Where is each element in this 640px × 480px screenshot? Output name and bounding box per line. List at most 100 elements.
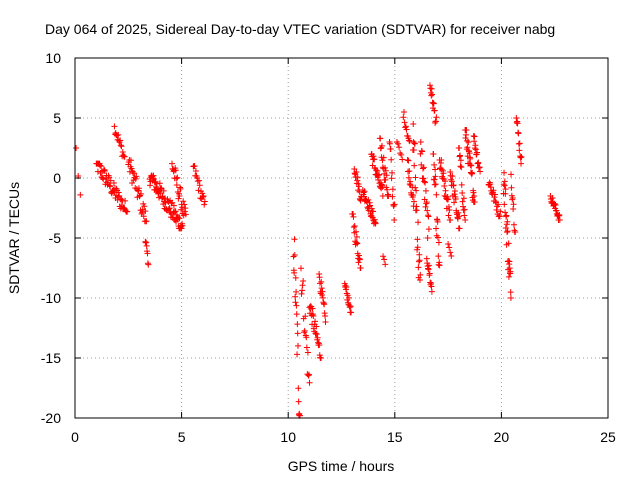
data-point [367,202,374,209]
data-point [192,168,199,174]
data-point [402,123,409,130]
data-point [501,201,508,208]
data-point [413,187,420,194]
data-point [497,208,504,215]
data-point [292,293,299,300]
data-point [398,151,405,158]
data-point [507,268,514,275]
data-point [160,187,167,194]
data-point [506,258,513,265]
data-point [180,198,187,205]
data-point [143,218,150,225]
data-point [301,327,308,334]
data-point [510,221,517,228]
data-point [316,342,323,349]
data-point [496,213,503,220]
data-point [431,181,438,188]
data-point [197,195,204,202]
data-point [166,205,173,212]
data-point [115,131,122,138]
data-point [316,274,323,281]
data-point [181,208,188,215]
data-point [98,163,105,170]
data-point [490,187,497,194]
data-point [458,181,465,188]
data-point [471,193,478,200]
data-point [406,138,413,145]
data-point [470,189,477,196]
data-point [503,221,510,228]
data-point [416,257,423,264]
data-point [111,123,118,130]
data-point [201,198,208,205]
data-point [451,199,458,206]
data-point [119,148,126,155]
data-point [410,121,417,127]
data-point [442,178,449,185]
data-point [346,304,353,311]
data-point [140,213,147,220]
data-point [77,191,84,198]
data-point [477,168,484,175]
data-point [107,183,114,190]
data-point [322,312,329,319]
data-point [422,203,429,210]
data-point [156,194,163,201]
data-point [118,143,125,150]
data-point [518,160,525,167]
data-point [467,162,474,169]
data-point [462,217,469,223]
data-point [135,185,142,192]
data-point [386,140,393,147]
data-point [304,349,311,356]
data-point [371,156,378,163]
data-point [434,234,441,241]
data-point [115,189,122,196]
data-point [469,169,476,176]
data-point [106,174,113,181]
data-point [440,170,447,177]
data-point [361,188,368,195]
data-point [441,182,448,189]
data-point [351,222,358,229]
data-point [431,107,438,114]
data-point [456,225,463,232]
data-point [516,140,523,147]
data-point [297,265,304,272]
data-point [175,195,182,202]
data-point [355,259,362,266]
data-point [504,229,511,236]
data-point [437,165,444,172]
data-point [200,193,207,200]
data-point [442,187,449,194]
x-tick-label: 20 [494,429,510,445]
data-point [435,239,442,246]
data-point [505,273,512,280]
data-point [518,154,525,161]
data-point [380,154,387,161]
data-point [491,194,498,201]
data-point [301,329,308,336]
data-point [426,270,433,277]
data-point [121,153,128,160]
data-point [411,162,418,169]
data-point [502,186,509,193]
data-point [413,207,420,214]
data-point [421,178,428,185]
data-point [465,139,472,146]
data-point [117,142,124,149]
data-point [507,171,514,178]
data-point [475,159,482,166]
data-point [302,313,309,320]
data-point [350,213,357,220]
data-point [552,201,559,208]
data-point [114,132,120,139]
data-point [370,208,377,215]
data-point [419,148,426,155]
data-point [414,236,421,243]
data-point [353,239,360,246]
data-point [372,220,379,227]
data-point [502,225,509,232]
data-point [295,398,302,405]
data-point [376,171,383,178]
